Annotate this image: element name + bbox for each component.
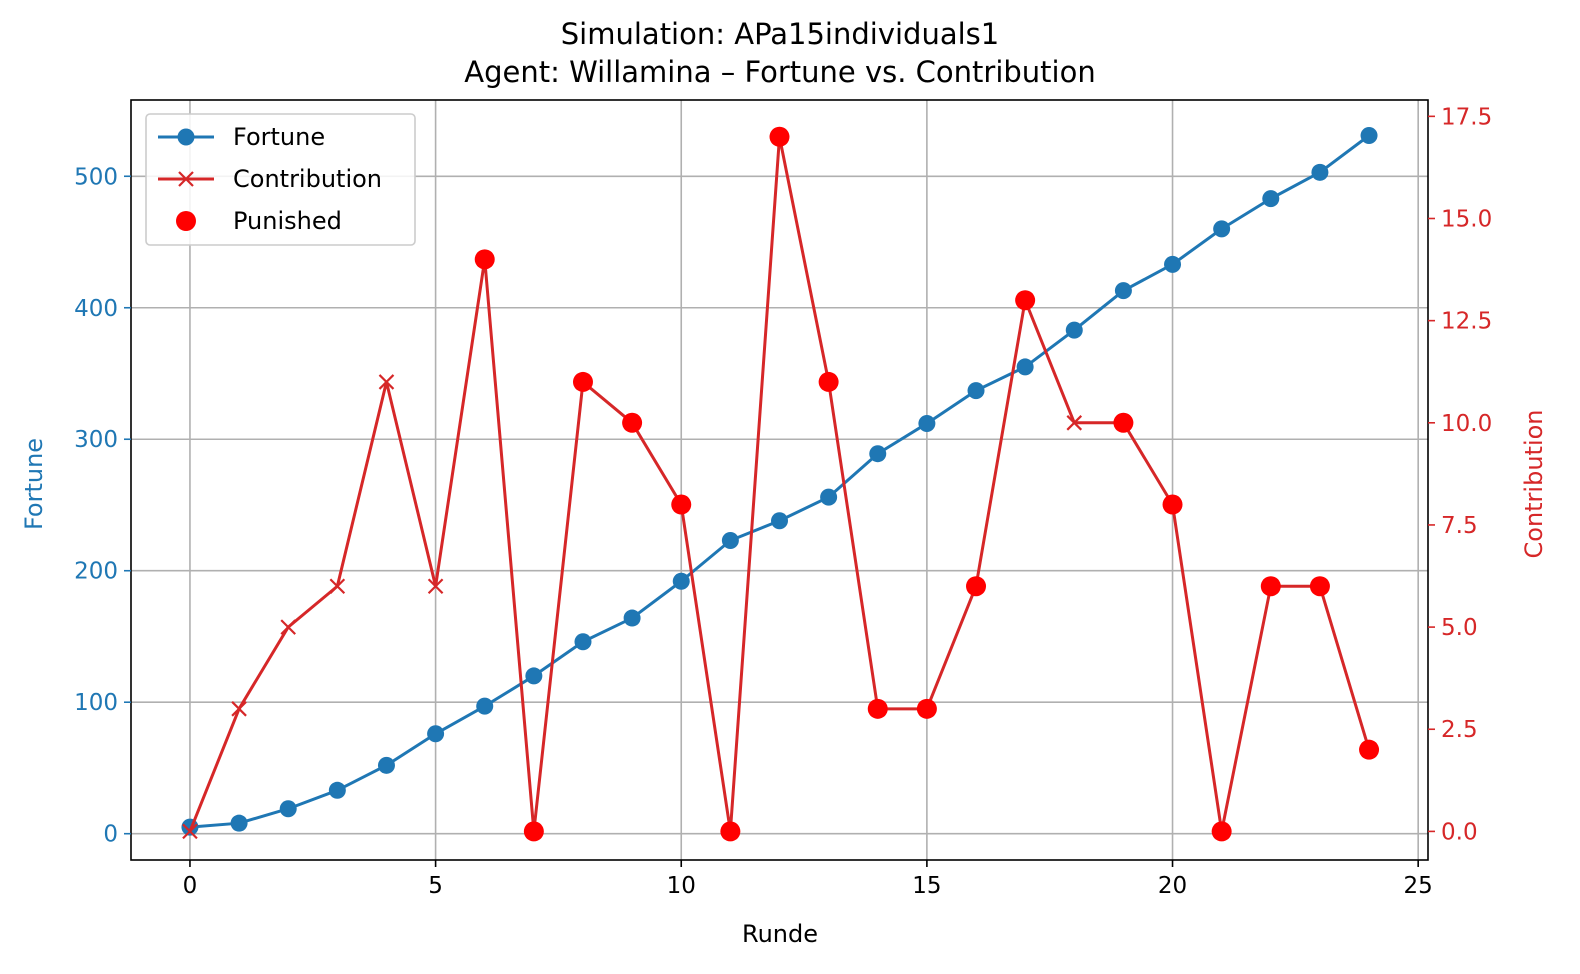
punished-point xyxy=(966,576,987,597)
y-left-tick-label: 100 xyxy=(74,690,118,716)
x-tick-label: 5 xyxy=(428,873,443,899)
y-right-tick-label: 5.0 xyxy=(1441,615,1478,641)
fortune-point xyxy=(672,572,690,590)
fortune-point xyxy=(377,756,395,774)
y-left-tick-label: 200 xyxy=(74,559,118,585)
x-axis-label: Runde xyxy=(742,920,818,948)
y-right-tick-label: 17.5 xyxy=(1441,104,1492,130)
chart-subtitle: Agent: Willamina – Fortune vs. Contribut… xyxy=(464,55,1095,89)
punished-point xyxy=(572,371,593,392)
fortune-point xyxy=(771,512,788,530)
legend-punished-label: Punished xyxy=(233,207,342,235)
x-tick-label: 10 xyxy=(667,873,696,899)
legend-fortune-label: Fortune xyxy=(233,123,325,151)
y-left-tick-label: 400 xyxy=(74,296,118,322)
series-layer xyxy=(181,126,1380,842)
contribution-point xyxy=(1066,415,1083,431)
contribution-point xyxy=(182,823,198,840)
punished-point xyxy=(1260,576,1281,597)
ticks: 0 5 10 15 20 25 0 100 200 300 400 500 0.0 2.5 5.0 7.5 10… xyxy=(74,104,1492,899)
legend-box xyxy=(145,113,416,246)
fortune-point xyxy=(869,445,887,463)
legend-contribution-marker xyxy=(178,171,194,187)
punished-point xyxy=(622,412,643,433)
fortune-point xyxy=(525,667,543,685)
fortune-point xyxy=(279,800,297,818)
plot-frame xyxy=(130,99,1429,861)
fortune-point xyxy=(721,531,739,549)
fortune-point xyxy=(1213,220,1231,238)
legend: Fortune Contribution Punished xyxy=(145,113,416,246)
contribution-point xyxy=(280,619,296,635)
y-right-tick-label: 7.5 xyxy=(1441,513,1478,539)
y-left-tick-label: 500 xyxy=(74,164,118,190)
punished-point xyxy=(867,698,888,719)
x-tick-label: 25 xyxy=(1404,873,1433,899)
y-left-tick-label: 0 xyxy=(103,822,118,848)
punished-point xyxy=(1015,290,1036,311)
x-tick-label: 15 xyxy=(912,873,941,899)
y-right-tick-label: 0.0 xyxy=(1441,819,1478,845)
y-axis-right-label: Contribution xyxy=(1520,409,1548,558)
x-tick-label: 20 xyxy=(1158,873,1187,899)
punished-point xyxy=(1113,412,1134,433)
y-right-tick-label: 15.0 xyxy=(1441,206,1492,232)
punished-point xyxy=(474,249,495,270)
fortune-point xyxy=(918,414,936,432)
punished-point xyxy=(1211,821,1232,842)
punished-point xyxy=(720,821,741,842)
legend-contribution-label: Contribution xyxy=(233,165,382,193)
x-tick-label: 0 xyxy=(183,873,198,899)
punished-point xyxy=(916,698,937,719)
fortune-point xyxy=(623,609,641,627)
y-right-tick-label: 2.5 xyxy=(1441,717,1478,743)
contribution-point xyxy=(329,578,346,595)
contribution-point xyxy=(231,701,247,717)
y-left-tick-label: 300 xyxy=(74,427,118,453)
fortune-point xyxy=(1311,163,1329,181)
y-right-tick-label: 10.0 xyxy=(1441,411,1492,437)
punished-point xyxy=(1359,739,1380,760)
contribution-point xyxy=(427,578,444,595)
legend-punished-marker xyxy=(176,211,196,231)
fortune-point xyxy=(1360,127,1378,145)
fortune-point xyxy=(967,382,985,400)
contribution-point xyxy=(378,374,395,390)
fortune-point xyxy=(1262,190,1280,208)
fortune-point xyxy=(820,488,838,506)
fortune-point xyxy=(574,633,592,651)
y-right-tick-label: 12.5 xyxy=(1441,309,1492,335)
chart-title: Simulation: APa15individuals1 xyxy=(561,17,999,51)
punished-point xyxy=(523,821,544,842)
punished-point xyxy=(818,371,839,392)
y-axis-left-label: Fortune xyxy=(20,438,48,530)
punished-point xyxy=(769,126,790,147)
fortune-point xyxy=(427,725,445,743)
fortune-point xyxy=(1164,255,1182,273)
fortune-point xyxy=(1016,358,1034,376)
fortune-point xyxy=(1114,282,1132,300)
fortune-point xyxy=(181,818,199,836)
fortune-point xyxy=(328,781,346,799)
fortune-point xyxy=(230,814,248,832)
fortune-point xyxy=(1065,321,1083,339)
legend-fortune-marker xyxy=(177,128,195,146)
fortune-point xyxy=(476,697,494,715)
punished-point xyxy=(1162,494,1183,515)
punished-point xyxy=(1309,576,1330,597)
punished-point xyxy=(671,494,692,515)
